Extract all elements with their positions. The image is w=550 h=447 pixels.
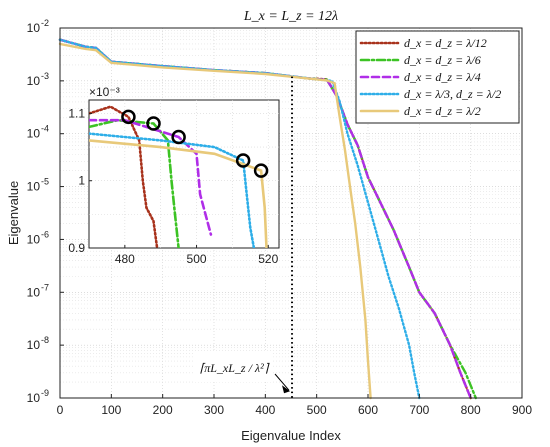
y-tick-exponent: -9 <box>41 388 49 398</box>
legend-label: d_x = d_z = λ/6 <box>404 53 481 67</box>
legend-label: d_x = d_z = λ/4 <box>404 70 481 84</box>
y-axis-label: Eigenvalue <box>6 181 21 245</box>
y-tick-label: 10 <box>27 232 41 246</box>
y-tick-label: 10 <box>27 74 41 88</box>
inset-y-tick-label: 1.1 <box>68 106 85 120</box>
y-tick-exponent: -3 <box>41 71 49 81</box>
inset-marker <box>171 129 186 145</box>
y-tick-label: 10 <box>27 285 41 299</box>
series-line-3 <box>58 38 472 400</box>
y-tick-exponent: -7 <box>41 282 49 292</box>
inset-frame <box>88 99 280 249</box>
x-tick-label: 400 <box>255 403 275 417</box>
inset-y-tick-label: 1 <box>78 174 85 188</box>
y-tick-label: 10 <box>27 127 41 141</box>
y-tick-label: 10 <box>27 338 41 352</box>
y-tick-exponent: -4 <box>41 124 49 134</box>
y-tick-label: 10 <box>27 391 41 405</box>
x-tick-label: 500 <box>307 403 327 417</box>
annotation-arrow <box>274 373 290 391</box>
inset-marker <box>253 163 269 178</box>
y-tick-exponent: -5 <box>41 177 49 187</box>
inset-series-line-4 <box>89 132 256 248</box>
y-tick-label: 10 <box>27 21 41 35</box>
x-tick-label: 200 <box>153 403 173 417</box>
x-tick-label: 100 <box>101 403 121 417</box>
x-tick-label: 700 <box>409 403 429 417</box>
legend-label: d_x = d_z = λ/2 <box>404 104 481 118</box>
axis-ticks: 0 100 200 300 400 500 600 700 800 90010-910-810-7… <box>27 18 533 417</box>
inset-x-tick-label: 520 <box>258 252 278 266</box>
inset-scale-label: ×10⁻³ <box>89 85 120 99</box>
inset-marker <box>235 153 251 168</box>
inset-x-tick-label: 480 <box>115 252 135 266</box>
annotation-arrowhead <box>282 385 291 394</box>
x-tick-label: 800 <box>461 403 481 417</box>
legend-label: d_x = λ/3, d_z = λ/2 <box>404 87 501 101</box>
inset-marker <box>146 116 161 131</box>
inset-y-tick-label: 0.9 <box>68 241 85 255</box>
x-tick-label: 300 <box>204 403 224 417</box>
x-tick-label: 600 <box>358 403 378 417</box>
inset-series-line-1 <box>89 105 159 248</box>
inset: 480 500 520 0.9 1 1.1 ×10⁻³ <box>68 85 280 266</box>
y-tick-label: 10 <box>27 180 41 194</box>
series-layer <box>58 38 477 400</box>
y-tick-exponent: -6 <box>41 229 49 239</box>
y-tick-exponent: -2 <box>41 18 49 28</box>
inset-marker <box>121 109 136 125</box>
annotation-label: ⌈πL_xL_z / λ²⌉ <box>200 361 270 375</box>
y-tick-exponent: -8 <box>41 335 49 345</box>
legend: d_x = d_z = λ/12 d_x = d_z = λ/6 d_x = d_z… <box>355 30 520 124</box>
series-line-5 <box>58 42 372 400</box>
inset-x-tick-label: 500 <box>187 252 207 266</box>
plot-frame <box>59 27 523 399</box>
annotation-layer: ⌈πL_xL_z / λ²⌉ <box>195 76 294 398</box>
x-tick-label: 0 <box>57 403 64 417</box>
x-tick-label: 900 <box>512 403 532 417</box>
legend-label: d_x = d_z = λ/12 <box>404 36 487 50</box>
chart-title: L_x = L_z = 12λ <box>243 9 338 24</box>
annotation-box <box>195 352 273 382</box>
x-axis-label: Eigenvalue Index <box>241 428 341 443</box>
